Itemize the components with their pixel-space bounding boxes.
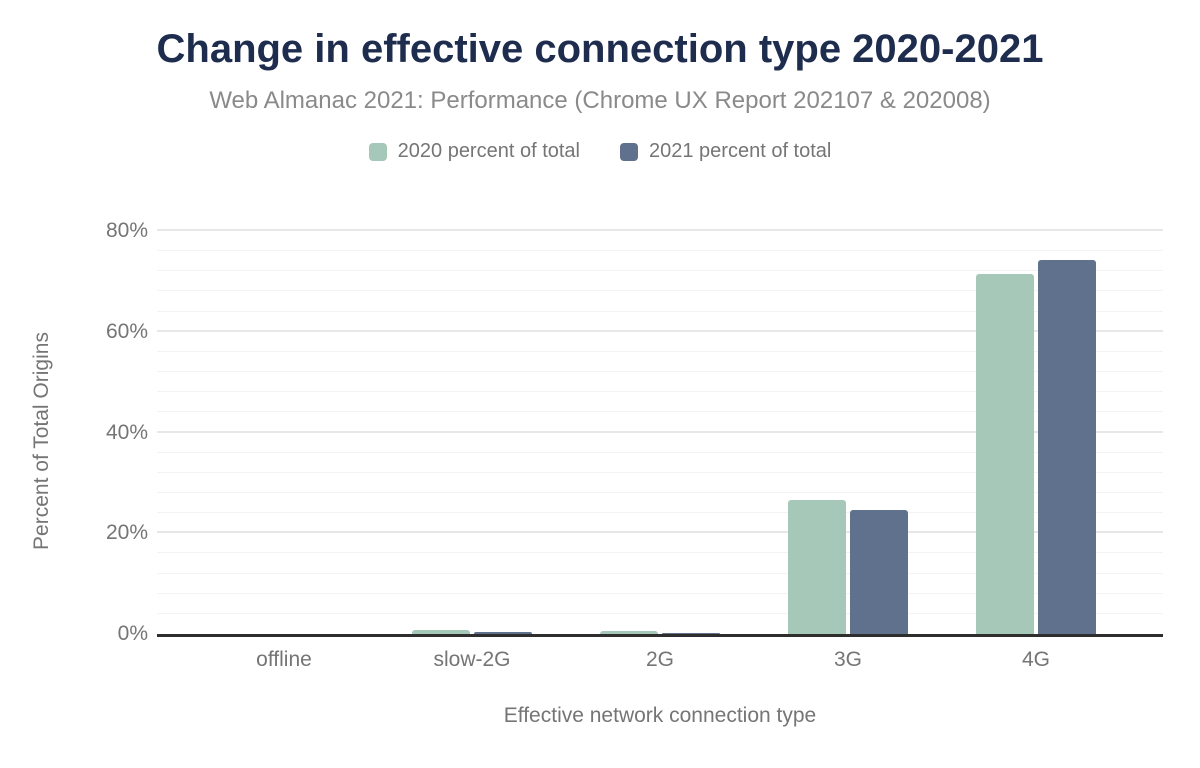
bar-2020-3G[interactable] — [788, 500, 846, 634]
y-tick-label-40: 40% — [105, 420, 148, 444]
legend-swatch-icon — [620, 142, 638, 161]
gridline-major — [157, 329, 1163, 332]
bar-group-offline — [190, 231, 378, 634]
gridline-minor — [157, 310, 1163, 312]
gridline-minor — [157, 270, 1163, 272]
bar-2021-slow-2G[interactable] — [474, 631, 532, 634]
gridline-minor — [157, 290, 1163, 292]
legend-swatch-icon — [368, 142, 387, 161]
gridline-minor — [157, 350, 1163, 352]
y-tick-label-60: 60% — [105, 319, 148, 343]
chart-subtitle: Web Almanac 2021: Performance (Chrome UX… — [209, 87, 991, 114]
bar-2020-4G[interactable] — [976, 274, 1034, 634]
gridline-minor — [157, 512, 1163, 514]
gridline-minor — [157, 592, 1163, 594]
plot-area — [157, 229, 1163, 637]
x-category-label-slow-2G: slow-2G — [433, 648, 511, 671]
x-category-label-3G: 3G — [833, 648, 863, 671]
bar-group-4G — [942, 231, 1130, 634]
legend-item-2021: 2021 percent of total — [620, 140, 831, 163]
x-category-label-2G: 2G — [645, 648, 675, 671]
gridline-minor — [157, 411, 1163, 413]
page-title: Change in effective connection type 2020… — [156, 27, 1044, 71]
y-tick-label-80: 80% — [105, 219, 148, 242]
legend-item-2020: 2020 percent of total — [368, 140, 580, 163]
bar-2021-4G[interactable] — [1038, 260, 1096, 634]
legend-label: 2020 percent of total — [397, 140, 580, 162]
gridline-minor — [157, 451, 1163, 453]
gridline-major — [157, 229, 1163, 231]
bar-group-2G — [566, 231, 754, 634]
bar-2020-slow-2G[interactable] — [412, 629, 470, 634]
gridline-minor — [157, 572, 1163, 574]
bar-2021-3G[interactable] — [850, 510, 908, 634]
gridline-major — [157, 531, 1163, 534]
bar-2021-2G[interactable] — [662, 633, 720, 634]
gridline-minor — [157, 491, 1163, 493]
y-tick-label-20: 20% — [105, 521, 148, 545]
gridline-major — [157, 430, 1163, 433]
legend-label: 2021 percent of total — [649, 140, 832, 162]
gridline-minor — [157, 371, 1163, 373]
x-category-label-offline: offline — [256, 648, 312, 671]
x-category-label-4G: 4G — [1021, 648, 1051, 671]
gridline-minor — [157, 250, 1163, 252]
x-axis-title: Effective network connection type — [503, 704, 817, 727]
gridline-minor — [157, 471, 1163, 473]
y-tick-label-0: 0% — [117, 622, 148, 645]
bar-groups — [157, 231, 1163, 634]
gridline-minor — [157, 612, 1163, 614]
bar-group-slow-2G — [378, 231, 566, 634]
chart-legend: 2020 percent of total 2021 percent of tot… — [0, 140, 1200, 163]
bar-group-3G — [754, 231, 942, 634]
gridline-minor — [157, 391, 1163, 393]
gridline-minor — [157, 552, 1163, 554]
bar-2020-2G[interactable] — [600, 631, 658, 634]
